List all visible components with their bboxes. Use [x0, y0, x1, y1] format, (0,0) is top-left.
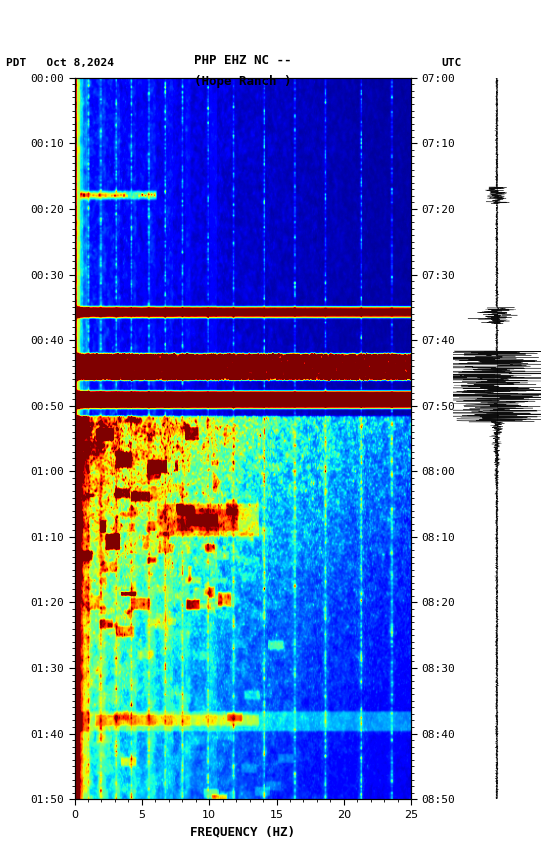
- Text: (Hope Ranch ): (Hope Ranch ): [194, 75, 291, 88]
- Text: PDT   Oct 8,2024: PDT Oct 8,2024: [6, 58, 114, 68]
- X-axis label: FREQUENCY (HZ): FREQUENCY (HZ): [190, 825, 295, 838]
- Text: PHP EHZ NC --: PHP EHZ NC --: [194, 54, 291, 67]
- Text: UTC: UTC: [442, 58, 462, 68]
